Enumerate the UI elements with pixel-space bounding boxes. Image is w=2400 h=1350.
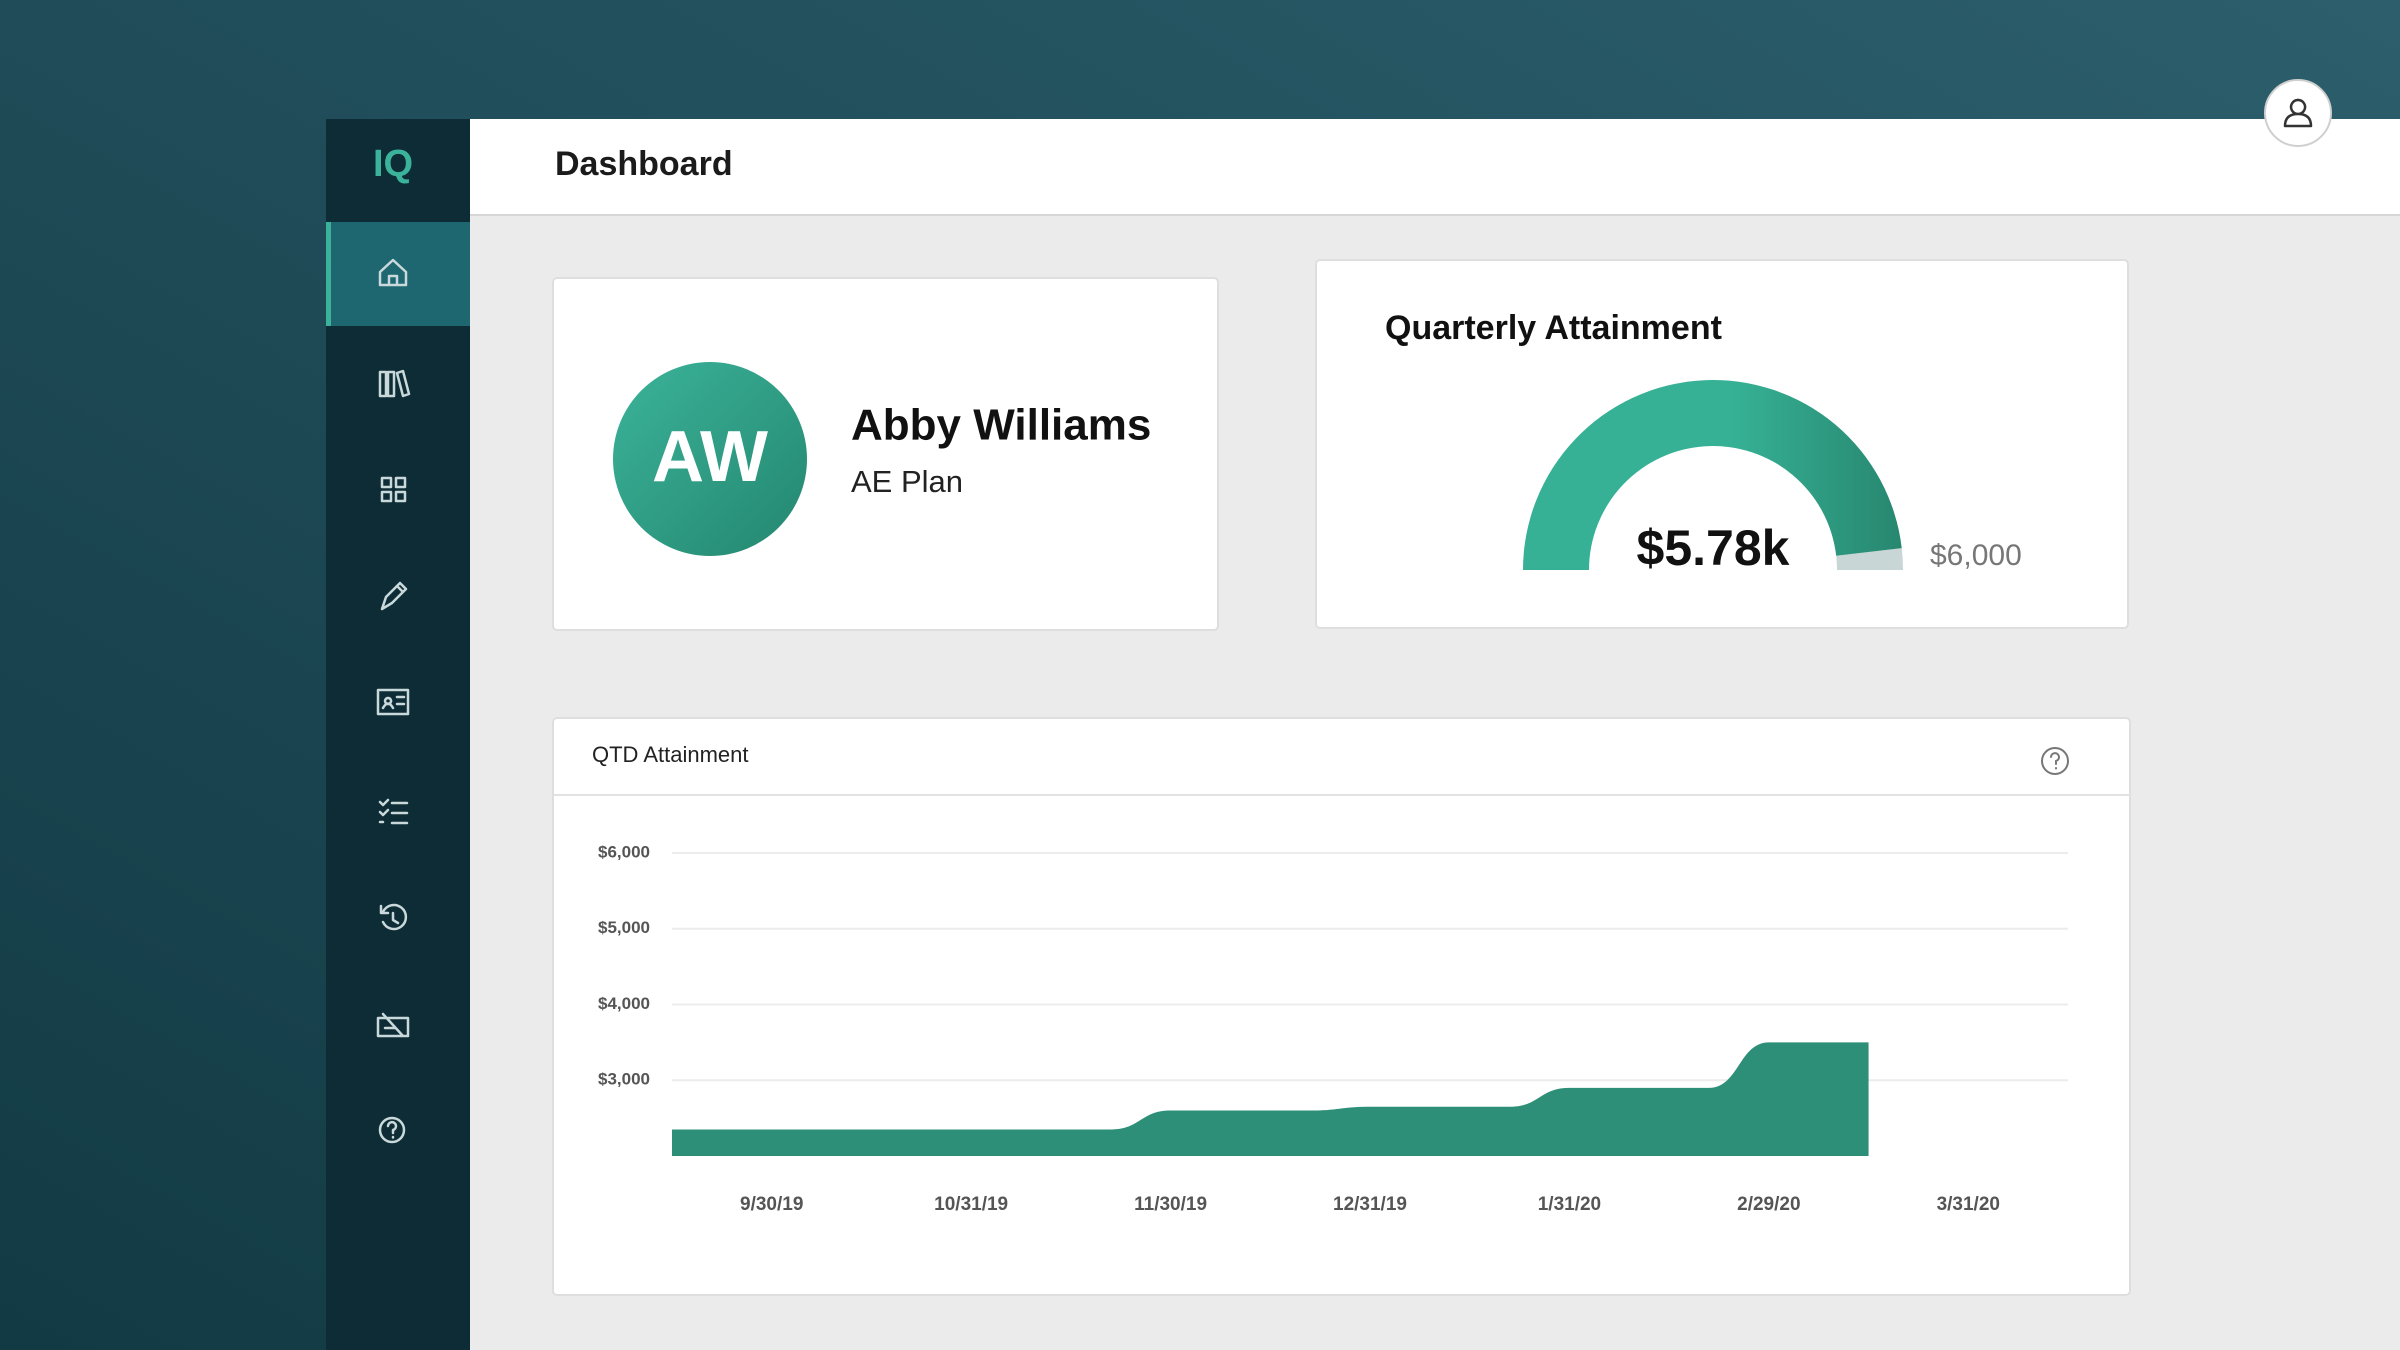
nav-reports[interactable]	[376, 1012, 410, 1038]
y-tick-label: $5,000	[598, 918, 650, 937]
profile-plan: AE Plan	[851, 464, 963, 499]
x-tick-label: 9/30/19	[740, 1194, 803, 1215]
avatar	[613, 362, 807, 556]
qtd-help[interactable]	[2041, 747, 2069, 775]
x-tick-label: 2/29/20	[1737, 1194, 1800, 1215]
nav-tasks[interactable]	[378, 798, 409, 825]
x-tick-label: 1/31/20	[1538, 1194, 1601, 1215]
profile-name: Abby Williams	[851, 401, 1151, 450]
qtd-help-mark	[2050, 752, 2060, 770]
nav-home[interactable]	[378, 258, 408, 287]
y-tick-label: $4,000	[598, 994, 650, 1013]
nav-indicator	[326, 222, 331, 326]
qtd-chart: $3,000 $4,000 $5,000 $6,000 9/30/19 10/31/19 1…	[598, 842, 2068, 1215]
nav-help[interactable]	[378, 1116, 406, 1144]
gauge-remainder	[1836, 548, 1903, 570]
gauge	[1523, 379, 1903, 570]
header	[470, 119, 2400, 215]
x-tick-label: 3/31/20	[1937, 1194, 2000, 1215]
nav-help-mark	[386, 1120, 398, 1139]
nav-apps[interactable]	[380, 476, 407, 503]
gauge-value-label: $5.78k	[1637, 520, 1790, 576]
x-tick-label: 11/30/19	[1134, 1194, 1207, 1215]
logo: IQ	[373, 143, 413, 185]
nav-icons	[376, 258, 411, 1144]
nav-history[interactable]	[379, 903, 408, 931]
x-tick-label: 12/31/19	[1333, 1194, 1407, 1215]
x-tick-label: 10/31/19	[934, 1194, 1008, 1215]
nav-active[interactable]	[326, 222, 470, 326]
area	[672, 1042, 1869, 1156]
gauge-title: Quarterly Attainment	[1385, 309, 1722, 347]
y-tick-label: $3,000	[598, 1070, 650, 1089]
nav-contacts[interactable]	[376, 688, 410, 716]
y-tick-label: $6,000	[598, 842, 650, 861]
gauge-value-arc	[1523, 379, 1902, 570]
page-title: Dashboard	[555, 145, 733, 183]
user-icon	[2283, 98, 2313, 128]
qtd-title: QTD Attainment	[592, 742, 749, 767]
gauge-max-label: $6,000	[1930, 539, 2022, 572]
avatar-initials: AW	[652, 417, 768, 497]
nav-library[interactable]	[378, 369, 411, 398]
nav-edit[interactable]	[380, 581, 408, 611]
